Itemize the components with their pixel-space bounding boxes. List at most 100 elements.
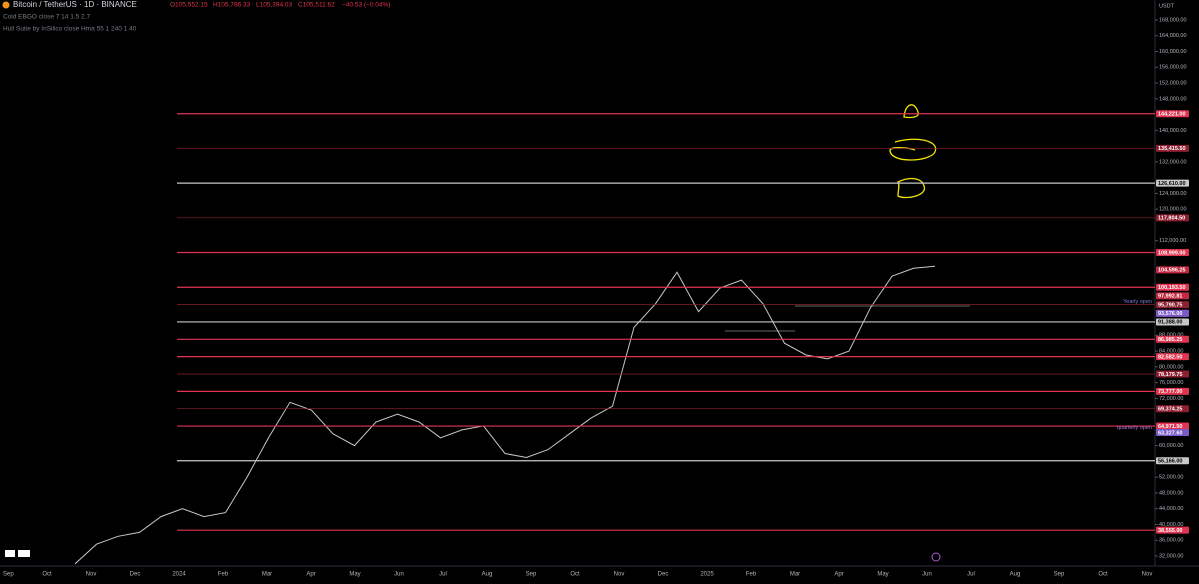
level-label: 108,999.00 [1158, 250, 1186, 256]
time-label: Jun [922, 572, 932, 578]
time-label: Aug [1010, 572, 1021, 578]
price-tick-label: 140,000.00 [1159, 128, 1187, 134]
price-tick-label: 152,000.00 [1159, 81, 1187, 87]
time-label: Sep [1054, 572, 1065, 578]
replay-button[interactable] [931, 552, 941, 562]
price-tick-label: 120,000.00 [1159, 207, 1187, 213]
open-range-lines [725, 305, 970, 332]
tv-logo [5, 550, 30, 557]
level-tag [1156, 301, 1189, 309]
level-tag [1156, 266, 1189, 274]
level-tag [1156, 429, 1189, 437]
time-label: Oct [570, 572, 580, 578]
time-label: Aug [482, 572, 493, 578]
price-tick-label: 36,000.00 [1159, 538, 1183, 544]
level-label: 91,388.00 [1158, 320, 1182, 326]
price-tick-label: 148,000.00 [1159, 96, 1187, 102]
price-tick-label: 80,000.00 [1159, 364, 1183, 370]
yearly-open-note: Yearly open [1123, 299, 1152, 305]
level-tag [1156, 422, 1189, 430]
level-tag [1156, 370, 1189, 378]
symbol-icon [2, 1, 10, 9]
drawing-annotations [889, 104, 937, 199]
ohlc-low: L105,394.03 [256, 2, 293, 9]
level-tag [1156, 387, 1189, 395]
level-label: 97,992.81 [1158, 294, 1182, 300]
quarterly-open-note: quarterly open [1117, 425, 1152, 431]
level-label: 64,971.50 [1158, 424, 1182, 430]
price-tick-label: 124,000.00 [1159, 191, 1187, 197]
level-label: 104,596.25 [1158, 268, 1186, 274]
price-line [74, 265, 936, 565]
ohlc-change: −40.53 (−0.04%) [342, 2, 390, 9]
price-tick-label: 164,000.00 [1159, 33, 1187, 39]
level-tag [1156, 249, 1189, 257]
time-label: Sep [3, 572, 14, 578]
level-label: 69,374.25 [1158, 406, 1182, 412]
level-label: 38,555.00 [1158, 528, 1182, 534]
level-label: 100,193.50 [1158, 285, 1186, 291]
level-tag [1156, 214, 1189, 222]
time-label: Jun [394, 572, 404, 578]
price-tick-label: 168,000.00 [1159, 17, 1187, 23]
time-label: Oct [1098, 572, 1108, 578]
level-label: 126,610.00 [1158, 181, 1186, 187]
level-tag [1156, 144, 1189, 152]
level-tag [1156, 353, 1189, 361]
time-label: Jul [439, 572, 447, 578]
time-label: Apr [306, 572, 315, 578]
level-label: 56,166.00 [1158, 459, 1182, 465]
price-tick-label: 60,000.00 [1159, 443, 1183, 449]
price-tick-label: 32,000.00 [1159, 553, 1183, 559]
level-tag [1156, 526, 1189, 534]
level-tag [1156, 457, 1189, 465]
price-tick-label: 40,000.00 [1159, 522, 1183, 528]
level-tag [1156, 283, 1189, 291]
level-label: 117,804.50 [1158, 216, 1185, 222]
indicator[interactable]: Hull Suite by InSilico close Hma 55 1 24… [3, 26, 137, 33]
price-tick-label: 132,000.00 [1159, 159, 1187, 165]
time-label: Feb [746, 572, 757, 578]
time-label: May [877, 572, 888, 578]
time-label: Nov [1142, 572, 1153, 578]
time-label: Feb [218, 572, 229, 578]
level-tag [1156, 179, 1189, 187]
level-label: 95,790.75 [1158, 302, 1182, 308]
ohlc-high: H105,786.33 [213, 2, 251, 9]
level-tag [1156, 335, 1189, 343]
level-label: 63,327.60 [1158, 430, 1182, 436]
time-label: Nov [86, 572, 97, 578]
price-tick-label: 44,000.00 [1159, 506, 1183, 512]
time-label: Dec [658, 572, 669, 578]
level-tag [1156, 309, 1189, 317]
level-label: 93,576.00 [1158, 311, 1182, 317]
time-label: May [349, 572, 360, 578]
time-label: Sep [526, 572, 537, 578]
price-tick-label: 156,000.00 [1159, 65, 1187, 71]
currency[interactable]: USDT [1159, 3, 1175, 9]
time-label: Mar [262, 572, 272, 578]
price-tick-label: 76,000.00 [1159, 380, 1183, 386]
price-tick-label: 48,000.00 [1159, 490, 1183, 496]
time-label: Dec [130, 572, 141, 578]
time-label: Apr [834, 572, 843, 578]
level-tag [1156, 110, 1189, 118]
level-tag [1156, 292, 1189, 300]
price-tick-label: 88,000.00 [1159, 333, 1183, 339]
indicator[interactable]: Cold EBGO close 7 14 1.5 2.7 [3, 14, 90, 21]
level-tag [1156, 318, 1189, 326]
price-tick-label: 72,000.00 [1159, 396, 1183, 402]
time-label: Nov [614, 572, 625, 578]
time-label: 2024 [172, 572, 186, 578]
price-tick-label: 52,000.00 [1159, 475, 1183, 481]
time-label: Oct [42, 572, 52, 578]
ohlc-close: C105,511.62 [298, 2, 335, 9]
time-label: 2025 [700, 572, 714, 578]
price-tick-label: 112,000.00 [1159, 238, 1186, 244]
price-tick-label: 84,000.00 [1159, 349, 1183, 355]
level-label: 78,179.75 [1158, 372, 1182, 378]
time-label: Mar [790, 572, 800, 578]
time-label: Jul [967, 572, 975, 578]
